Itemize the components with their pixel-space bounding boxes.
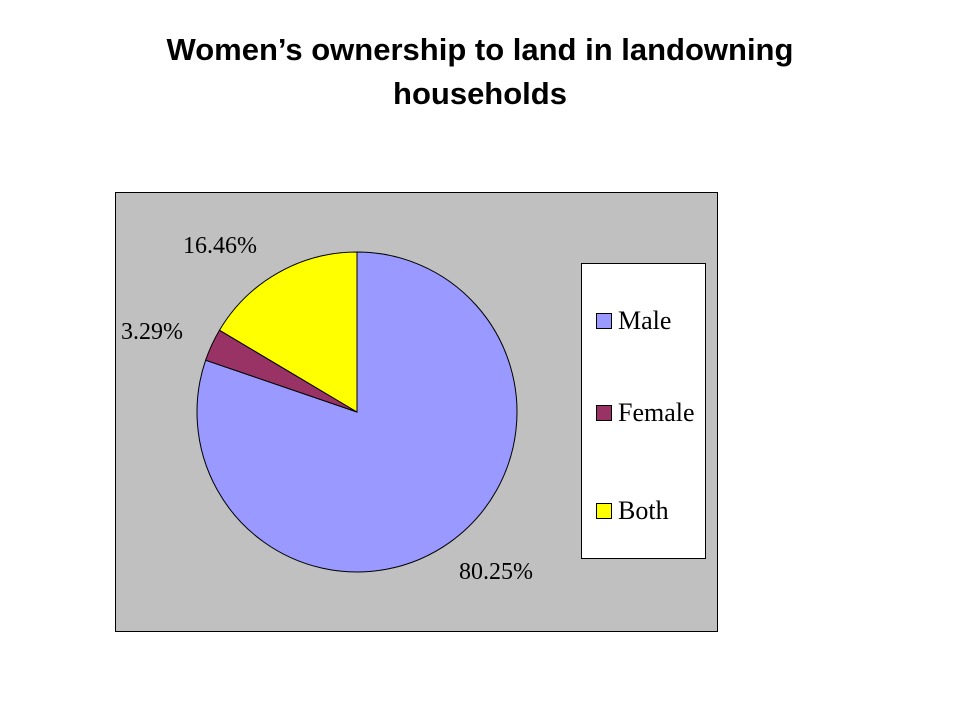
legend-label-female: Female [618,398,695,427]
legend-swatch-both [596,503,612,520]
legend-swatch-male [596,313,612,330]
legend-item-male: Male [596,306,671,336]
legend-label-male: Male [618,306,672,335]
data-label-female: 3.29% [121,319,183,345]
data-label-both: 16.46% [183,233,257,259]
legend-swatch-female [596,405,612,422]
chart-area: 80.25% 3.29% 16.46% Male Female Both [115,192,718,632]
legend-item-both: Both [596,496,669,526]
data-label-male: 80.25% [459,559,533,585]
legend: Male Female Both [581,263,706,559]
chart-title: Women’s ownership to land in landowning … [166,32,794,111]
pie-slice-both [218,251,358,413]
legend-item-female: Female [596,398,695,428]
legend-label-both: Both [618,496,669,525]
pie-chart: 80.25% 3.29% 16.46% [121,233,533,585]
